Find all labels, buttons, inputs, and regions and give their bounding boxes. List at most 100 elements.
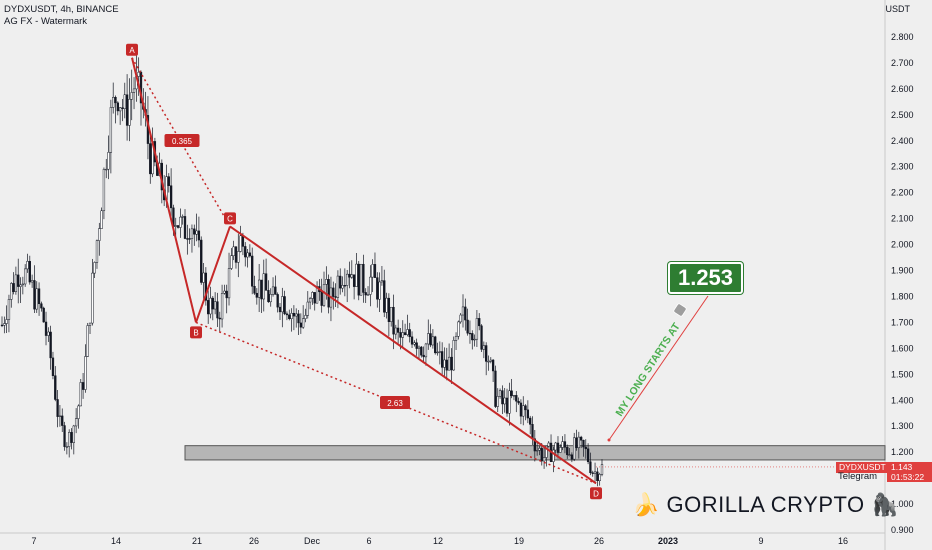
y-tick-label: 2.200 [891,188,914,198]
candle-body [468,332,472,335]
candle-body [56,399,59,417]
candle-body [561,441,564,448]
candle-body [174,225,177,227]
x-tick-label: 6 [366,536,371,546]
candle-body [593,471,597,474]
candle-body [401,332,404,338]
chart-subtitle: AG FX - Watermark [4,16,88,27]
candle-body [225,290,228,299]
candle-body [417,346,421,349]
candle-body [297,313,300,324]
candle-body [559,447,562,453]
candle-body [95,240,99,263]
last-price-badge: 1.143 [887,462,932,472]
candle-body [584,446,587,450]
y-tick-label: 1.000 [891,499,914,509]
watermark: 🍌 GORILLA CRYPTO 🦍 [632,492,900,517]
candle-body [510,390,513,397]
candle-body [542,457,546,462]
candle-body [100,210,103,229]
candle-body [459,314,462,323]
candle-body [204,272,208,301]
candle-body [281,296,284,313]
pattern-point-marker [190,326,202,339]
candle-body [107,152,110,170]
candle-body [355,263,358,287]
candle-body [42,307,45,323]
candle-body [505,397,509,414]
y-tick-label: 1.700 [891,317,914,327]
candle-body [496,396,499,407]
candle-body [600,464,604,475]
candle-body [387,297,391,322]
candle-body [49,331,52,359]
pattern-point-label: C [227,214,233,223]
candle-body [390,306,393,322]
y-tick-label: 2.700 [891,58,914,68]
candle-body [598,474,601,481]
candle-body [515,395,518,402]
candle-body [529,417,532,425]
candle-body [267,290,270,303]
candle-body [299,322,302,328]
candle-body [202,272,205,283]
candle-body [431,336,435,346]
candle-body [81,382,85,390]
y-tick-label: 2.300 [891,162,914,172]
candle-body [276,294,279,308]
candle-body [334,296,337,298]
candle-body [28,261,31,283]
candle-body [47,331,50,336]
candle-body [295,313,298,317]
candle-body [480,325,483,350]
candle-body [292,312,296,317]
candle-body [176,225,180,228]
candle-body [5,319,8,324]
candle-body [376,277,379,300]
candle-body [359,263,363,296]
candle-body [332,287,335,297]
candle-body [200,239,203,283]
candle-body [102,169,106,212]
ratio-label: 0.365 [172,137,193,146]
symbol-badge: DYDXUSDT [836,462,889,473]
candle-body [285,313,289,316]
candle-body [114,97,117,104]
y-tick-label: 0.900 [891,525,914,535]
y-tick-label: 2.800 [891,32,914,42]
candle-body [498,390,502,397]
candle-body [545,445,548,458]
candle-body [570,454,574,460]
candle-body [575,437,578,449]
candle-body [218,317,221,320]
candle-body [547,442,550,447]
candle-body [568,454,571,456]
candle-body [79,382,82,407]
x-tick-label: 7 [31,536,36,546]
candle-body [181,216,184,218]
y-tick-label: 1.900 [891,266,914,276]
candle-body [77,405,80,419]
candle-body [336,275,340,298]
candle-body [454,336,458,341]
candle-body [325,279,328,285]
candle-body [538,448,541,451]
candle-body [251,255,254,287]
candle-body [450,356,453,371]
candle-body [93,262,96,274]
candle-body [197,230,201,241]
candle-body [308,298,312,303]
y-tick-label: 1.800 [891,291,914,301]
candle-body [21,283,24,286]
y-tick-label: 2.600 [891,84,914,94]
axis-currency: USDT [885,4,911,14]
candle-body [98,228,101,241]
candle-body [304,315,307,319]
pattern-point-marker [590,487,602,500]
candle-body [188,238,191,240]
x-tick-label: 12 [433,536,443,546]
candle-body [132,88,136,93]
x-tick-label: 21 [192,536,202,546]
candle-body [494,370,497,407]
